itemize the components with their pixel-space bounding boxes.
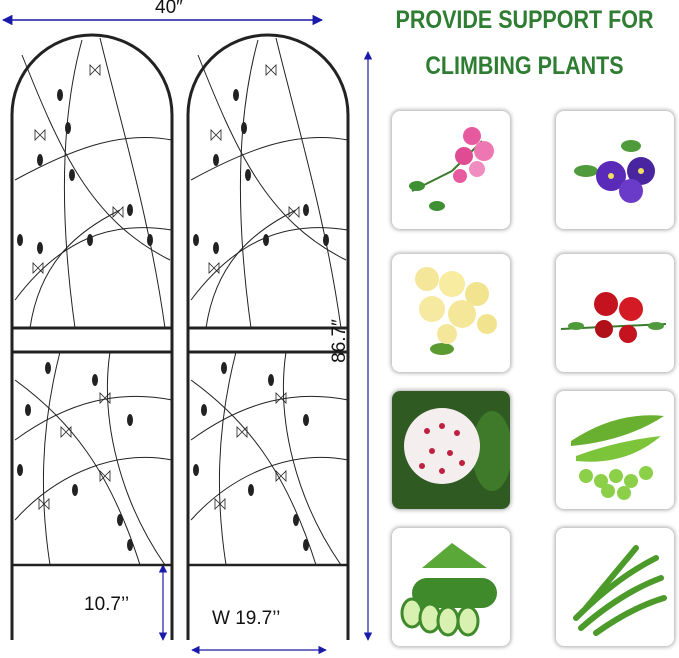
headline-line-2: CLIMBING PLANTS [425,52,624,80]
plant-tile-red-flowers [556,254,674,372]
trellis-illustration [1,14,373,655]
plant-tile-green-beans [556,528,674,646]
plant-tile-peas [556,391,674,509]
plant-tile-purple-clematis [556,111,674,229]
plant-tile-hoya [392,391,510,509]
headline-line-1: PROVIDE SUPPORT FOR [395,6,654,34]
plant-tile-pink-rose [392,111,510,229]
height-label: 86.7″ [328,319,350,363]
plant-tile-yellow-rose [392,254,510,372]
panel-width-label: W 19.7’’ [212,608,281,629]
total-width-label: 40″ [155,0,183,18]
butterfly-icon [32,64,124,510]
trellis-panel [10,33,174,640]
leg-length-label: 10.7’’ [84,594,130,615]
plant-tile-cucumber [392,528,510,646]
